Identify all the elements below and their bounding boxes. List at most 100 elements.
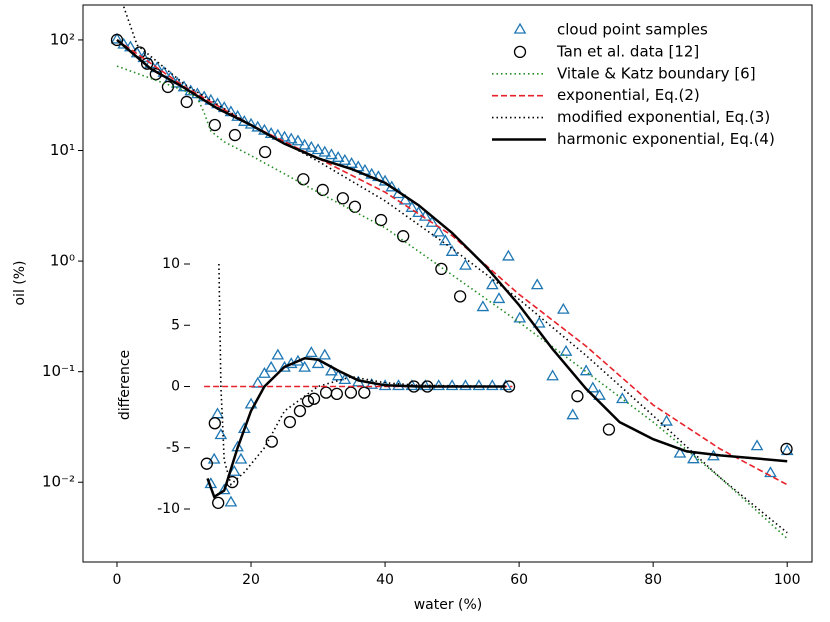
triangle-marker (615, 392, 629, 404)
triangle-marker (405, 201, 419, 212)
legend-label: Tan et al. data [12] (556, 42, 699, 60)
y-axis-label: oil (%) (12, 260, 28, 305)
triangle-marker (764, 466, 777, 478)
triangle-marker (459, 258, 472, 270)
triangle-marker (224, 495, 238, 507)
line (116, 38, 788, 463)
triangle-marker (298, 360, 311, 372)
legend-label: cloud point samples (557, 21, 708, 39)
triangle-marker (318, 348, 332, 360)
circle-marker (265, 435, 278, 448)
triangle-marker (687, 452, 700, 464)
x-tick-label: 40 (376, 572, 394, 588)
triangle-marker (234, 452, 248, 464)
circle-marker (228, 128, 242, 142)
triangle-marker (579, 364, 593, 376)
triangle-marker (264, 360, 278, 372)
triangle-marker (338, 373, 352, 385)
plot-frame (82, 4, 813, 563)
circle-marker (110, 33, 124, 47)
triangle-marker (472, 379, 486, 391)
triangle-marker (445, 245, 459, 256)
circle-marker (161, 80, 175, 94)
line (206, 357, 506, 499)
triangle-marker (532, 316, 546, 328)
triangle-marker (530, 278, 544, 290)
y-tick-label: 10⁻² (42, 473, 75, 491)
circle-marker (453, 290, 467, 303)
triangle-marker (207, 452, 221, 464)
circle-marker (602, 423, 616, 436)
triangle-marker (298, 138, 311, 150)
triangle-marker (304, 346, 318, 358)
triangle-marker (445, 379, 459, 391)
x-tick-label: 0 (113, 572, 122, 588)
triangle-marker (439, 234, 452, 246)
triangle-marker (502, 249, 515, 261)
circle-marker (307, 392, 321, 405)
triangle-marker (331, 151, 345, 162)
triangle-marker (244, 397, 258, 409)
line (116, 65, 788, 540)
triangle-marker (331, 369, 345, 381)
circle-marker (297, 173, 310, 186)
triangle-marker (492, 292, 506, 304)
circle-marker (293, 404, 307, 418)
inset-y-tick-label: 10 (162, 256, 180, 272)
circle-marker (301, 395, 315, 408)
triangle-marker (485, 379, 499, 391)
circle-marker (283, 415, 297, 429)
triangle-marker (660, 414, 673, 426)
triangle-marker (325, 148, 338, 160)
triangle-marker (325, 364, 338, 376)
triangle-marker (559, 344, 573, 356)
circle-marker (780, 442, 793, 456)
line (122, 6, 788, 534)
circle-marker (212, 496, 225, 510)
inset-y-tick-label: -10 (157, 501, 180, 517)
triangle-marker (271, 348, 285, 360)
series-group (200, 263, 516, 510)
circle-marker (208, 417, 221, 430)
inset-y-tick-label: 5 (171, 317, 180, 333)
circle-marker (316, 183, 329, 197)
triangle-marker (311, 143, 325, 155)
triangle-marker (432, 225, 446, 237)
triangle-marker (459, 379, 472, 391)
legend-label: harmonic exponential, Eq.(4) (557, 130, 775, 148)
triangle-marker (673, 446, 687, 458)
circle-marker (258, 145, 272, 159)
triangle-marker (345, 157, 358, 168)
circle-marker (140, 57, 154, 70)
circle-marker (358, 386, 371, 399)
triangle-marker (546, 369, 559, 381)
legend-label: exponential, Eq.(2) (557, 86, 700, 104)
triangle-marker (258, 123, 271, 135)
triangle-marker (291, 134, 305, 146)
triangle-marker (566, 408, 580, 420)
triangle-marker (593, 388, 606, 400)
circle-marker (435, 262, 448, 276)
circle-marker (397, 230, 410, 243)
circle-marker (374, 213, 388, 227)
series-group (110, 6, 794, 540)
triangle-marker (586, 381, 600, 393)
triangle-marker (258, 366, 271, 378)
triangle-marker (217, 483, 231, 495)
x-axis-label: water (%) (414, 597, 483, 613)
circle-marker (571, 390, 584, 403)
triangle-marker (476, 300, 490, 312)
triangle-marker (278, 130, 291, 142)
triangle-marker (556, 302, 570, 314)
y-tick-label: 10² (50, 30, 75, 48)
circle-marker (180, 95, 193, 109)
triangle-marker (432, 379, 446, 391)
circle-marker (330, 387, 343, 401)
triangle-marker (318, 145, 332, 157)
legend-symbol (513, 45, 527, 59)
triangle-marker (304, 140, 318, 152)
circle-marker (336, 192, 349, 205)
triangle-marker (211, 407, 224, 419)
